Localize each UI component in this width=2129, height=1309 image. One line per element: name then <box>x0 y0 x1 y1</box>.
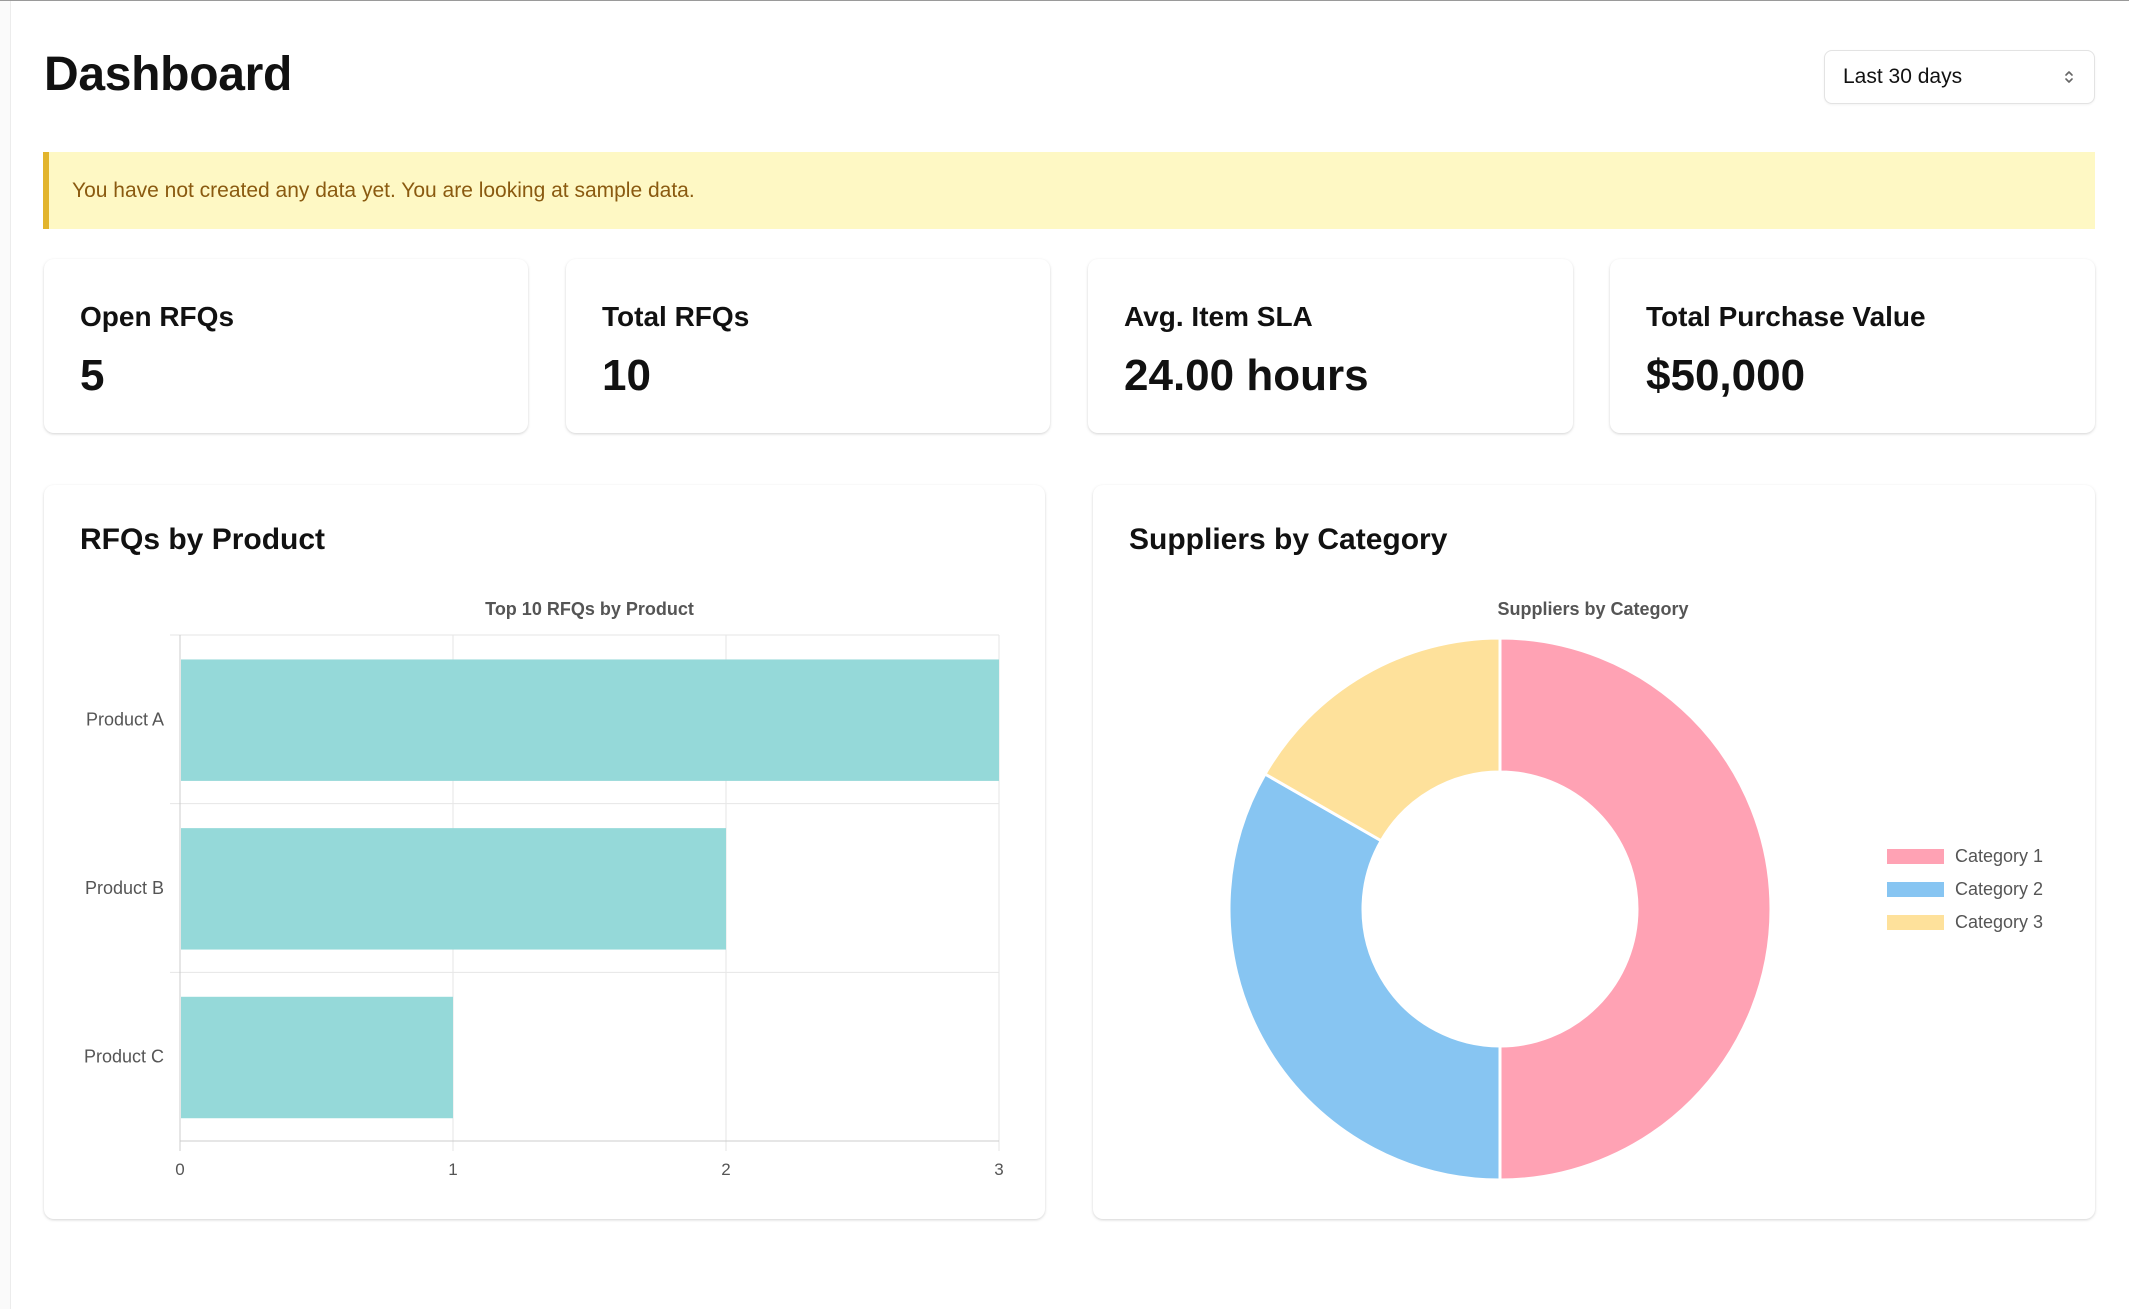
bar-chart-title: Top 10 RFQs by Product <box>485 599 694 619</box>
doughnut-slice[interactable] <box>1227 771 1502 1182</box>
date-range-select[interactable]: Last 30 days <box>1824 50 2095 104</box>
doughnut-chart-title: Suppliers by Category <box>1497 599 1688 619</box>
legend-label[interactable]: Category 3 <box>1955 912 2043 932</box>
stat-value: $50,000 <box>1646 351 1806 400</box>
chevron-up-down-icon <box>2065 71 2073 83</box>
stat-value: 24.00 hours <box>1124 351 1369 400</box>
x-tick-label: 0 <box>175 1160 184 1179</box>
bar-chart-labels: 0 1 2 3 Product A Product B Product C <box>84 709 1004 1179</box>
x-tick-label: 1 <box>448 1160 457 1179</box>
category-label: Product C <box>84 1047 164 1067</box>
legend-label[interactable]: Category 2 <box>1955 879 2043 899</box>
rfqs-by-product-card: RFQs by Product Top 10 RFQs by Product 0… <box>44 485 1045 1219</box>
panel-title: RFQs by Product <box>80 523 326 556</box>
panel-title: Suppliers by Category <box>1129 523 1448 556</box>
date-range-value: Last 30 days <box>1843 65 1963 88</box>
bar[interactable] <box>181 828 726 950</box>
bar-chart-marks <box>181 659 999 1119</box>
stat-label: Total RFQs <box>602 301 750 332</box>
stat-label: Open RFQs <box>80 301 235 332</box>
stat-card-avg-item-sla: Avg. Item SLA 24.00 hours <box>1088 259 1573 433</box>
x-tick-label: 3 <box>994 1160 1003 1179</box>
stat-card-open-rfqs: Open RFQs 5 <box>44 259 528 433</box>
suppliers-doughnut-chart: Suppliers by Category Category 1Category… <box>1227 599 2043 1182</box>
doughnut-chart-marks <box>1227 636 1773 1182</box>
stat-card-total-purchase-value: Total Purchase Value $50,000 <box>1610 259 2095 433</box>
legend-swatch[interactable] <box>1887 882 1944 897</box>
x-tick-label: 2 <box>721 1160 730 1179</box>
legend-label[interactable]: Category 1 <box>1955 846 2043 866</box>
category-label: Product B <box>85 878 164 898</box>
rfqs-bar-chart: Top 10 RFQs by Product 0 1 2 3 Product A Prod… <box>84 599 1004 1179</box>
bar[interactable] <box>181 659 999 781</box>
legend-swatch[interactable] <box>1887 915 1944 930</box>
stat-label: Avg. Item SLA <box>1124 301 1313 332</box>
legend-swatch[interactable] <box>1887 849 1944 864</box>
stat-card-total-rfqs: Total RFQs 10 <box>566 259 1050 433</box>
page-title: Dashboard <box>44 48 293 101</box>
doughnut-chart-legend: Category 1 Category 2 Category 3 <box>1887 846 2043 932</box>
alert-message: You have not created any data yet. You a… <box>72 178 695 202</box>
sample-data-alert: You have not created any data yet. You a… <box>43 152 2095 229</box>
doughnut-slice[interactable] <box>1498 636 1773 1182</box>
stat-value: 5 <box>80 351 105 400</box>
doughnut-slice[interactable] <box>1262 636 1502 843</box>
stat-value: 10 <box>602 351 651 400</box>
bar[interactable] <box>181 996 453 1119</box>
left-rail <box>0 1 11 1309</box>
suppliers-by-category-card: Suppliers by Category Suppliers by Categ… <box>1093 485 2095 1219</box>
stat-label: Total Purchase Value <box>1646 301 1926 332</box>
category-label: Product A <box>86 709 164 729</box>
